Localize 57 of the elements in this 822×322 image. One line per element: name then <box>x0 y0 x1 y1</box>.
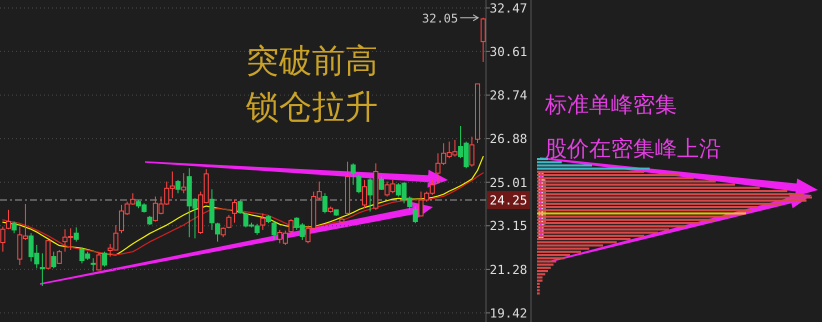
candlestick <box>74 226 79 242</box>
annotation: 股价在密集峰上沿 <box>545 137 721 162</box>
y-tick-label: 26.88 <box>490 131 528 146</box>
candlestick <box>175 179 181 194</box>
candlestick <box>368 178 373 212</box>
candlestick <box>56 250 62 264</box>
y-tick-label: 32.47 <box>490 0 528 16</box>
candlestick <box>220 226 226 238</box>
candlestick <box>288 218 294 236</box>
bar <box>537 289 540 292</box>
bar <box>537 212 746 214</box>
bar <box>537 196 812 198</box>
y-tick-label: 21.28 <box>490 262 528 277</box>
candlestick <box>356 174 362 194</box>
bar <box>537 216 730 218</box>
y-tick-label: 23.15 <box>490 218 528 234</box>
candlestick <box>469 136 474 168</box>
bar <box>537 292 540 294</box>
y-tick-label: 28.74 <box>490 88 528 103</box>
candlestick <box>90 258 96 272</box>
candlestick <box>147 215 152 226</box>
bar <box>537 273 546 276</box>
y-tick-label: 19.42 <box>490 305 528 320</box>
candlestick <box>412 206 418 224</box>
annotation: 突破前高 <box>246 41 378 80</box>
candlestick <box>209 188 214 230</box>
candlestick <box>232 198 238 224</box>
candlestick <box>378 176 384 190</box>
annotation: 锁仓拉升 <box>245 87 378 126</box>
bar <box>537 266 551 269</box>
candlestick <box>362 179 368 209</box>
bar <box>537 264 554 266</box>
y-tick-label: 30.61 <box>490 44 528 59</box>
ref-line-label: 24.25 <box>490 192 528 208</box>
candlestick <box>226 214 232 229</box>
bar <box>537 276 542 278</box>
bar <box>537 282 540 285</box>
bar <box>537 280 542 282</box>
candlestick <box>350 162 356 186</box>
candlestick <box>40 252 45 287</box>
bar <box>537 286 540 288</box>
text: 标准单峰密集 <box>544 93 677 118</box>
bar <box>537 270 548 272</box>
annotation: 32.05 <box>422 11 458 26</box>
candlestick <box>215 222 220 242</box>
candlestick <box>96 252 102 272</box>
candlestick <box>480 17 486 62</box>
candlestick <box>51 251 56 269</box>
candlestick <box>260 212 266 230</box>
candlestick <box>181 172 186 194</box>
candlestick <box>322 192 328 214</box>
bar <box>537 168 650 170</box>
candlestick <box>272 221 277 240</box>
candlestick <box>238 200 243 214</box>
candlestick <box>12 221 17 234</box>
y-tick-label: 25.01 <box>490 174 528 190</box>
candlestick <box>102 251 108 268</box>
